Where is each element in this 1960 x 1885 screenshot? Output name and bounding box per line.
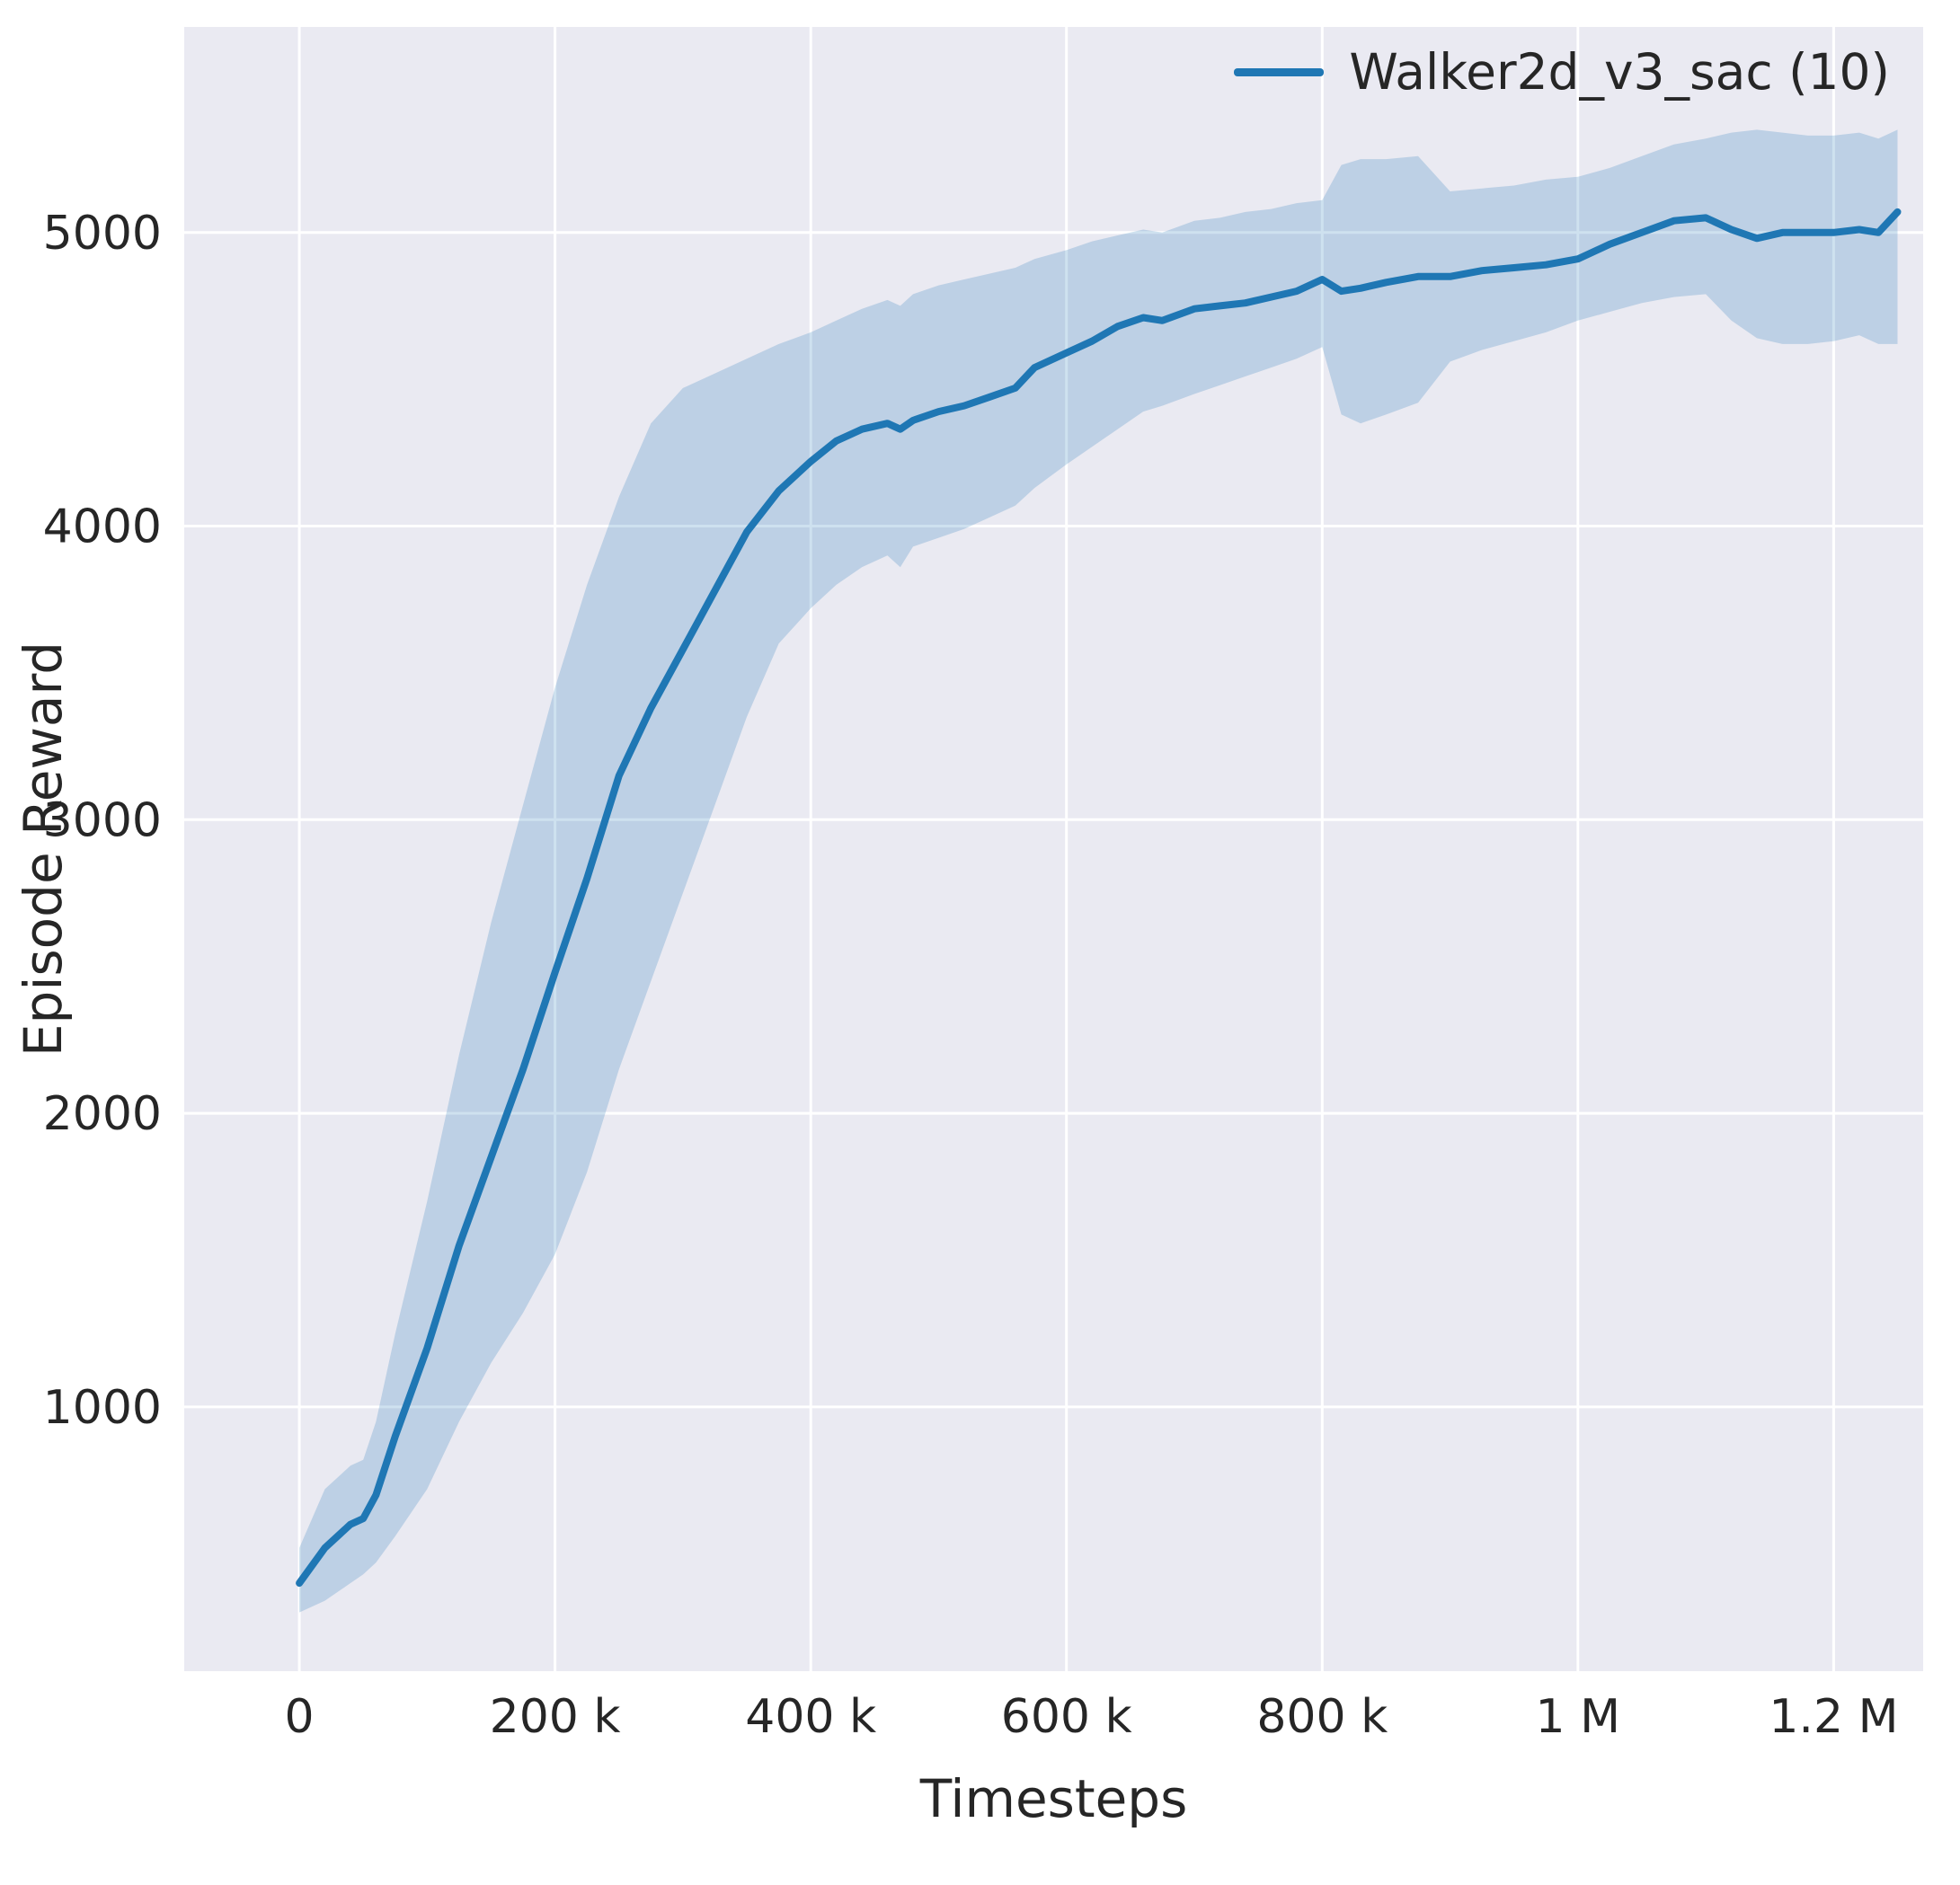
x-tick-label: 1.2 M (1769, 1690, 1898, 1744)
y-tick-label: 2000 (43, 1087, 162, 1141)
x-axis-label: Timesteps (919, 1768, 1188, 1829)
legend: Walker2d_v3_sac (10) (1234, 43, 1890, 101)
legend-label: Walker2d_v3_sac (10) (1349, 43, 1890, 101)
y-tick-label: 3000 (43, 793, 162, 847)
x-tick-label: 400 k (745, 1690, 876, 1744)
mean-reward-line (296, 208, 1902, 1587)
x-tick-label: 1 M (1536, 1690, 1620, 1744)
x-tick-label: 200 k (490, 1690, 621, 1744)
y-tick-label: 4000 (43, 500, 162, 554)
legend-line-swatch (1234, 67, 1325, 76)
y-axis-label: Episode Reward (13, 641, 74, 1058)
x-tick-label: 0 (285, 1690, 315, 1744)
y-tick-label: 1000 (43, 1381, 162, 1435)
y-tick-label: 5000 (43, 207, 162, 261)
plot-area (184, 27, 1923, 1671)
x-tick-label: 800 k (1256, 1690, 1388, 1744)
x-tick-label: 600 k (1001, 1690, 1132, 1744)
confidence-band (299, 129, 1898, 1613)
